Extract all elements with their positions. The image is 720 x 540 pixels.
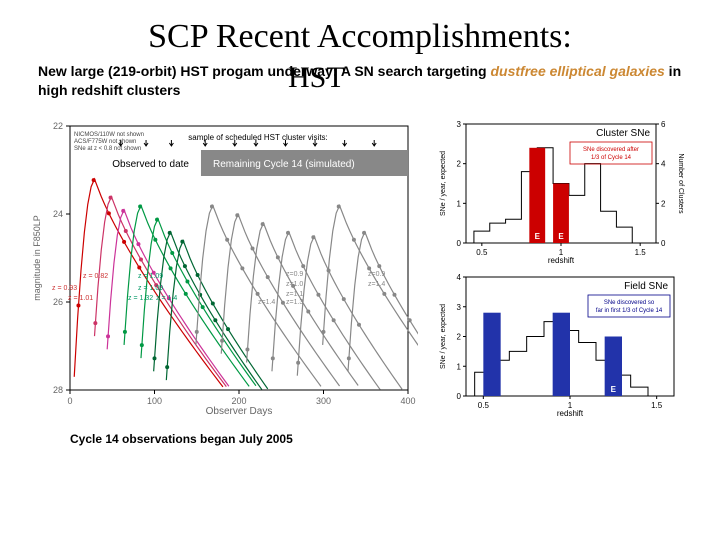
subtitle-prefix: New large (219-orbit) HST progam underwa… <box>38 63 491 79</box>
svg-text:z = 1.4: z = 1.4 <box>156 295 177 302</box>
svg-text:E: E <box>611 385 617 394</box>
svg-text:z = 1.09: z = 1.09 <box>138 285 163 292</box>
left-chart: Remaining Cycle 14 (simulated) Observed t… <box>28 118 418 418</box>
svg-text:z = 1.09: z = 1.09 <box>138 273 163 280</box>
svg-text:400: 400 <box>400 396 415 406</box>
svg-text:0: 0 <box>457 239 462 248</box>
svg-text:NICMOS/110W not shown: NICMOS/110W not shown <box>74 132 144 138</box>
svg-text:0.5: 0.5 <box>478 401 490 410</box>
svg-text:SNe / year, expected: SNe / year, expected <box>440 151 447 216</box>
svg-text:z = 1.32: z = 1.32 <box>128 295 153 302</box>
right-figure: 0.5 1 1.5 redshift 0 1 2 3 SNe / year, expected 0… <box>436 118 686 418</box>
cluster-sne-chart: 0.511.5redshift0123SNe / year, expected0… <box>436 118 686 265</box>
svg-text:26: 26 <box>53 297 63 307</box>
svg-text:1.5: 1.5 <box>651 401 663 410</box>
figures-row: Remaining Cycle 14 (simulated) Observed t… <box>0 100 720 418</box>
svg-text:E: E <box>535 232 541 241</box>
svg-text:SNe discovered so: SNe discovered so <box>604 300 655 306</box>
svg-text:Field SNe: Field SNe <box>624 281 668 292</box>
svg-text:SNe at z < 0.8 not shown: SNe at z < 0.8 not shown <box>74 146 141 152</box>
svg-text:z = 1.01: z = 1.01 <box>68 295 93 302</box>
svg-text:far in first 1/3 of Cycle 14: far in first 1/3 of Cycle 14 <box>596 308 663 314</box>
page-title: SCP Recent Accomplishments: <box>0 0 720 56</box>
svg-text:Remaining Cycle 14 (simulated): Remaining Cycle 14 (simulated) <box>213 159 355 170</box>
hst-overlay: HST <box>288 58 345 99</box>
svg-text:1: 1 <box>457 362 462 371</box>
svg-text:Observer Days: Observer Days <box>206 406 273 417</box>
caption: Cycle 14 observations began July 2005 <box>0 418 720 446</box>
svg-text:28: 28 <box>53 385 63 395</box>
svg-text:z=0.9: z=0.9 <box>286 271 303 278</box>
svg-text:redshift: redshift <box>548 256 575 265</box>
svg-text:2: 2 <box>457 159 462 168</box>
svg-text:300: 300 <box>316 396 331 406</box>
field-sne-chart: 0.511.5redshift01234SNe / year, expected… <box>436 271 686 418</box>
svg-text:z=0.9: z=0.9 <box>368 271 385 278</box>
svg-text:z = 0.82: z = 0.82 <box>83 273 108 280</box>
svg-text:6: 6 <box>661 120 666 129</box>
svg-text:1: 1 <box>457 199 462 208</box>
left-figure: Remaining Cycle 14 (simulated) Observed t… <box>28 118 418 418</box>
svg-text:redshift: redshift <box>557 409 584 418</box>
svg-text:22: 22 <box>53 121 63 131</box>
svg-text:sample of scheduled HST cluste: sample of scheduled HST cluster visits: <box>188 133 327 142</box>
svg-text:Observed to date: Observed to date <box>112 159 189 170</box>
svg-text:2: 2 <box>661 199 666 208</box>
svg-text:1/3 of Cycle 14: 1/3 of Cycle 14 <box>591 155 632 161</box>
subtitle-italic: dustfree elliptical galaxies <box>491 63 665 79</box>
svg-text:100: 100 <box>147 396 162 406</box>
svg-text:magnitude in F850LP: magnitude in F850LP <box>32 215 42 301</box>
svg-text:3: 3 <box>457 303 462 312</box>
svg-text:2: 2 <box>457 332 462 341</box>
svg-text:z = 0.93: z = 0.93 <box>52 285 77 292</box>
svg-text:4: 4 <box>457 273 462 282</box>
svg-text:ACS/F775W not shown: ACS/F775W not shown <box>74 139 136 145</box>
svg-text:0: 0 <box>457 392 462 401</box>
svg-text:0: 0 <box>661 239 666 248</box>
svg-text:0: 0 <box>67 396 72 406</box>
svg-text:4: 4 <box>661 159 666 168</box>
svg-text:SNe / year, expected: SNe / year, expected <box>440 304 447 369</box>
svg-text:SNe discovered after: SNe discovered after <box>583 147 639 153</box>
svg-text:24: 24 <box>53 209 63 219</box>
svg-text:Number of Clusters: Number of Clusters <box>677 153 684 214</box>
svg-text:200: 200 <box>231 396 246 406</box>
svg-text:z=1.0: z=1.0 <box>286 281 303 288</box>
svg-text:Cluster SNe: Cluster SNe <box>596 128 650 139</box>
svg-text:z=1.1: z=1.1 <box>286 291 303 298</box>
svg-text:z=1.4: z=1.4 <box>368 281 385 288</box>
svg-text:z=1.4: z=1.4 <box>258 299 275 306</box>
svg-text:1.5: 1.5 <box>635 248 647 257</box>
svg-text:0.5: 0.5 <box>476 248 488 257</box>
svg-text:3: 3 <box>457 120 462 129</box>
svg-text:E: E <box>558 232 564 241</box>
subtitle: New large (219-orbit) HST progam underwa… <box>0 56 720 100</box>
svg-text:z=1.3: z=1.3 <box>286 299 303 306</box>
